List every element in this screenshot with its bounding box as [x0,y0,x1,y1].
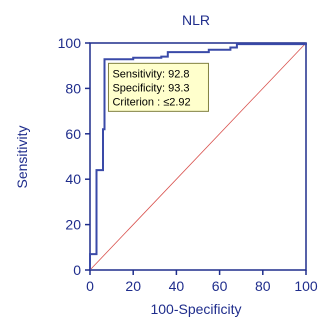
plot-frame [89,42,307,271]
annotation-line: Specificity: 93.3 [112,82,189,94]
chart-title: NLR [182,12,210,28]
y-tick-label: 80 [65,80,81,96]
x-axis-title: 100-Specificity [150,301,241,317]
x-tick-label: 100 [294,278,318,294]
annotation-line: Sensitivity: 92.8 [112,68,189,80]
reference-diagonal-line [89,42,307,271]
plot-area: 0 20 40 60 80 100 0 20 40 60 80 100 Sensitivity: 92.… [58,35,318,294]
annotation-line: Criterion : ≤2.92 [112,96,190,108]
x-tick-label: 20 [125,278,141,294]
x-tick-label: 60 [212,278,228,294]
annotation-box [107,62,209,112]
roc-curve-line [89,43,307,270]
y-tick-label: 100 [58,35,82,51]
y-tick-label: 20 [65,217,81,233]
y-tick-label: 0 [73,262,81,278]
y-axis-title: Sensitivity [14,125,30,188]
y-tick-label: 60 [65,126,81,142]
x-tick-label: 40 [169,278,185,294]
y-tick-label: 40 [65,171,81,187]
x-tick-label: 0 [86,278,94,294]
x-tick-label: 80 [255,278,271,294]
